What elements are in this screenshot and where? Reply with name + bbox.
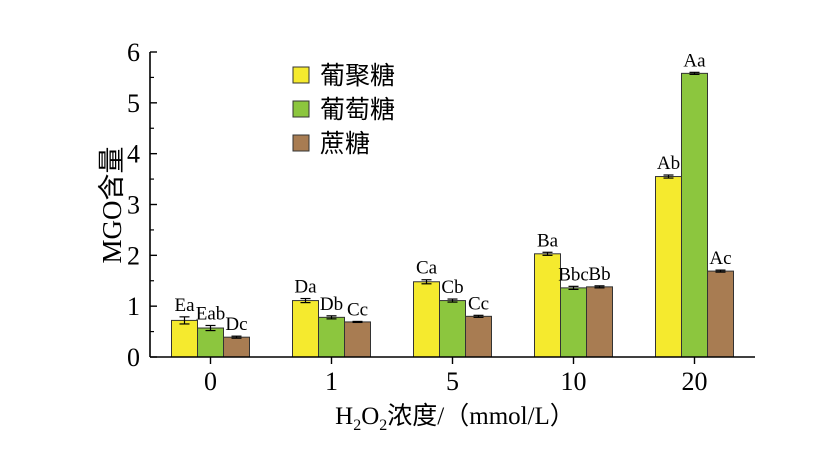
data-label: Cc bbox=[468, 293, 489, 314]
data-label: Eab bbox=[196, 303, 226, 324]
x-tick-label: 10 bbox=[561, 367, 587, 396]
bar bbox=[223, 336, 250, 358]
y-tick-label: 4 bbox=[127, 140, 140, 169]
bar bbox=[655, 176, 682, 358]
x-tick-label: 1 bbox=[325, 367, 338, 396]
bar bbox=[171, 319, 198, 358]
legend-label: 葡聚糖 bbox=[320, 62, 395, 90]
bar bbox=[318, 316, 345, 358]
data-label: Db bbox=[320, 294, 343, 315]
bar bbox=[586, 286, 613, 358]
bar bbox=[439, 300, 466, 358]
legend-swatch bbox=[292, 66, 310, 84]
data-label: Ea bbox=[174, 295, 195, 316]
data-label: Dc bbox=[225, 314, 247, 335]
data-label: Ac bbox=[709, 248, 731, 269]
y-tick-label: 0 bbox=[127, 343, 140, 372]
bar bbox=[534, 253, 561, 358]
y-tick-label: 1 bbox=[127, 292, 140, 321]
bar bbox=[707, 270, 734, 358]
data-label: Ba bbox=[537, 230, 559, 251]
bar bbox=[465, 315, 492, 358]
data-label: Aa bbox=[683, 50, 706, 71]
data-label: Da bbox=[294, 277, 317, 298]
bar bbox=[681, 72, 708, 358]
legend-swatch bbox=[292, 100, 310, 118]
y-tick-label: 5 bbox=[127, 89, 140, 118]
x-axis: 0 1 5 10 20 bbox=[150, 356, 755, 396]
bar bbox=[197, 327, 224, 358]
legend-label: 葡萄糖 bbox=[320, 96, 395, 124]
legend-swatch bbox=[292, 134, 310, 152]
y-tick-label: 3 bbox=[127, 191, 140, 220]
x-axis-label: H2O2浓度/（mmol/L） bbox=[335, 402, 575, 434]
data-label: Ab bbox=[657, 153, 680, 174]
legend-label: 蔗糖 bbox=[320, 130, 370, 158]
bar bbox=[413, 281, 440, 358]
data-label: Bb bbox=[588, 264, 610, 285]
bar bbox=[560, 287, 587, 358]
y-tick-label: 6 bbox=[127, 38, 140, 67]
y-axis: 0 1 2 3 4 5 6 bbox=[127, 38, 157, 372]
x-tick-label: 20 bbox=[682, 367, 708, 396]
data-label: Cb bbox=[441, 277, 463, 298]
data-label: Bbc bbox=[558, 264, 589, 285]
x-tick-label: 0 bbox=[204, 367, 217, 396]
data-label: Cc bbox=[347, 299, 368, 320]
x-tick-label: 5 bbox=[446, 367, 459, 396]
data-label: Ca bbox=[416, 258, 438, 279]
y-tick-label: 2 bbox=[127, 241, 140, 270]
bar bbox=[292, 300, 319, 358]
y-axis-label: MGO含量 bbox=[97, 146, 127, 263]
bar bbox=[344, 321, 371, 358]
